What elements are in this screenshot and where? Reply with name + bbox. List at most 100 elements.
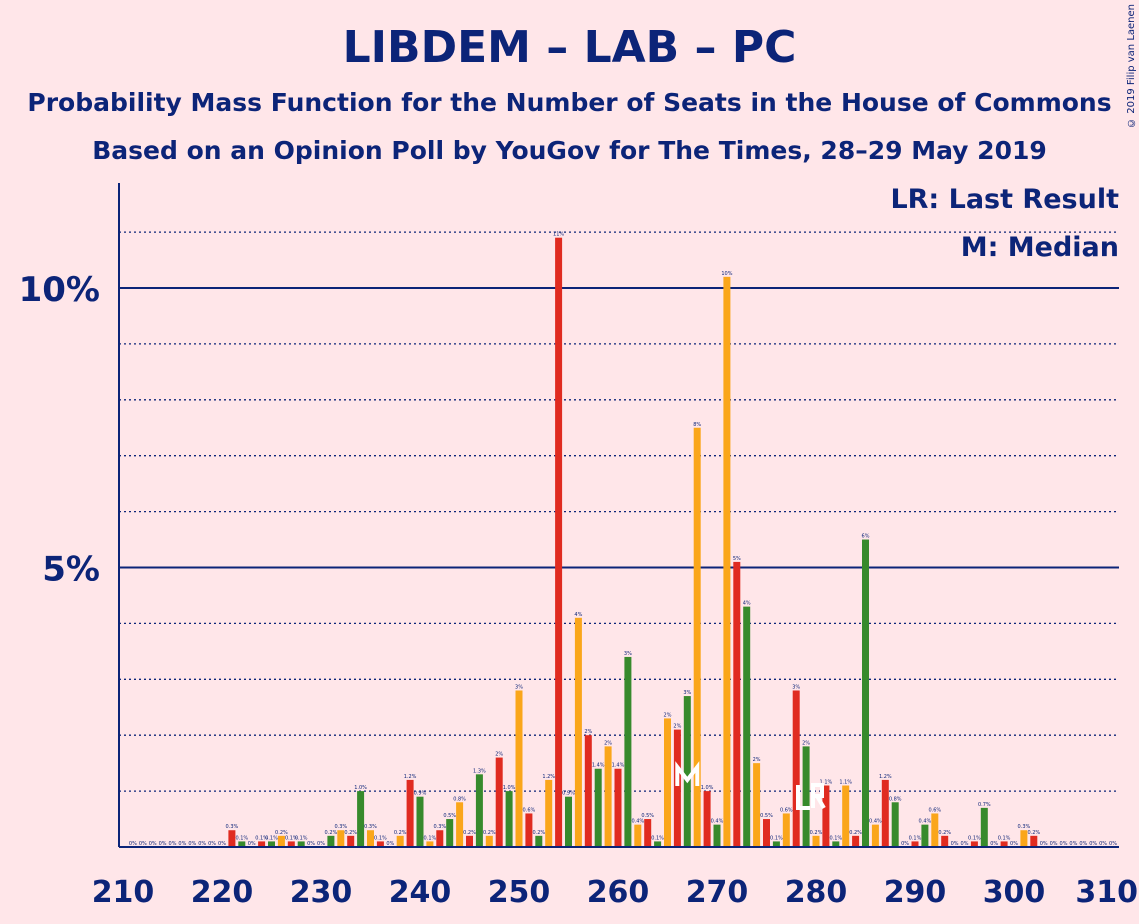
bar-value-label: 0%: [961, 841, 969, 847]
bar-seat-291: [921, 824, 929, 847]
bar-seat-252: [535, 835, 543, 847]
bar-seat-227: [287, 841, 295, 847]
bar-value-label: 1.2%: [542, 774, 555, 780]
bar-seat-267: [683, 696, 691, 847]
bar-value-label: 0%: [248, 841, 256, 847]
bar-seat-275: [763, 819, 770, 847]
x-tick-label: 300: [983, 875, 1046, 910]
bar-value-label: 0.3%: [433, 824, 446, 830]
bar-value-label: 0.9%: [562, 791, 575, 797]
bar-value-label: 0.6%: [928, 807, 941, 813]
bar-seat-225: [268, 841, 275, 847]
bar-seat-287: [881, 779, 889, 847]
bar-value-label: 0.1%: [968, 835, 981, 841]
bar-seat-241: [426, 841, 434, 847]
bar-seat-248: [495, 757, 503, 847]
bar-value-label: 8%: [693, 422, 701, 428]
bar-seat-268: [693, 427, 701, 847]
bar-value-label: 0.1%: [255, 835, 268, 841]
bar-value-label: 0.2%: [810, 830, 823, 836]
bar-value-label: 0%: [208, 841, 216, 847]
bar-value-label: 1.0%: [701, 785, 714, 791]
bar-value-label: 0.1%: [374, 835, 387, 841]
bar-value-label: 0.1%: [235, 835, 248, 841]
bar-value-label: 0%: [1069, 841, 1077, 847]
bar-value-label: 0%: [307, 841, 315, 847]
bar-value-label: 0.2%: [325, 830, 338, 836]
bar-seat-281: [822, 785, 830, 847]
bar-seat-302: [1030, 835, 1038, 847]
bar-value-label: 0.1%: [770, 835, 783, 841]
bar-seat-232: [337, 830, 345, 847]
bar-value-label: 0%: [1040, 841, 1048, 847]
bar-value-label: 0.3%: [334, 824, 347, 830]
bar-value-label: 0.2%: [394, 830, 407, 836]
bar-value-label: 1.3%: [473, 768, 486, 774]
bar-value-label: 0%: [178, 841, 186, 847]
bar-seat-299: [1000, 841, 1008, 847]
bar-seat-257: [584, 735, 592, 847]
bar-value-label: 0%: [1089, 841, 1097, 847]
bar-seat-234: [357, 791, 365, 847]
bar-seat-258: [594, 768, 602, 847]
bar-value-label: 0%: [1099, 841, 1107, 847]
x-tick-label: 310: [1075, 875, 1138, 910]
bar-value-label: 10%: [721, 271, 732, 277]
x-tick-label: 240: [389, 875, 452, 910]
bar-seat-264: [654, 841, 662, 847]
x-tick-label: 220: [191, 875, 254, 910]
bar-value-label: 0.3%: [364, 824, 377, 830]
bar-seat-271: [723, 276, 731, 847]
bar-seat-245: [466, 835, 473, 847]
bar-seat-273: [743, 606, 751, 847]
bar-seat-270: [713, 824, 721, 847]
bar-value-label: 5%: [733, 556, 741, 562]
bar-seat-242: [436, 830, 444, 847]
last-result-marker-r: [811, 783, 826, 810]
bar-seat-222: [238, 841, 246, 847]
bar-value-label: 2%: [584, 729, 592, 735]
bar-value-label: 0.1%: [265, 835, 278, 841]
bar-seat-236: [376, 841, 384, 847]
bar-seat-246: [475, 774, 483, 847]
legend-median: M: Median: [960, 232, 1119, 263]
bar-seat-256: [574, 617, 582, 847]
bar-value-label: 0.1%: [998, 835, 1011, 841]
x-tick-label: 270: [686, 875, 749, 910]
bar-seat-285: [862, 539, 869, 847]
bar-seat-269: [703, 791, 711, 847]
bar-value-label: 0.1%: [829, 835, 842, 841]
bar-value-label: 4%: [574, 612, 582, 618]
bar-seat-226: [277, 835, 285, 847]
bar-value-label: 0.1%: [651, 835, 664, 841]
median-marker: [675, 761, 700, 786]
bar-value-label: 1.4%: [612, 763, 625, 769]
bar-seat-243: [446, 819, 454, 847]
bar-seat-282: [832, 841, 840, 847]
bar-value-label: 0.2%: [938, 830, 951, 836]
bar-value-label: 0.2%: [275, 830, 288, 836]
bar-value-label: 1.1%: [839, 780, 852, 786]
bar-seat-233: [347, 835, 355, 847]
bar-value-label: 0.4%: [631, 819, 644, 825]
bar-value-label: 0%: [169, 841, 177, 847]
bar-seat-265: [664, 718, 671, 847]
bar-seat-292: [931, 813, 939, 847]
bar-value-label: 1.2%: [404, 774, 417, 780]
bar-value-label: 6%: [862, 534, 870, 540]
bar-seat-231: [327, 835, 335, 847]
bar-value-label: 0.9%: [414, 791, 427, 797]
x-tick-label: 260: [587, 875, 650, 910]
bar-value-label: 0.8%: [453, 796, 466, 802]
bar-seat-297: [980, 807, 988, 847]
bar-seat-251: [525, 813, 533, 847]
bar-value-label: 0.1%: [285, 835, 298, 841]
bar-value-label: 2%: [604, 740, 612, 746]
bar-value-label: 0.8%: [889, 796, 902, 802]
bar-value-label: 1.0%: [503, 785, 516, 791]
chart-subtitle: Probability Mass Function for the Number…: [27, 88, 1112, 117]
bar-value-label: 0.5%: [760, 813, 773, 819]
bar-seat-228: [297, 841, 305, 847]
x-tick-label: 280: [785, 875, 848, 910]
